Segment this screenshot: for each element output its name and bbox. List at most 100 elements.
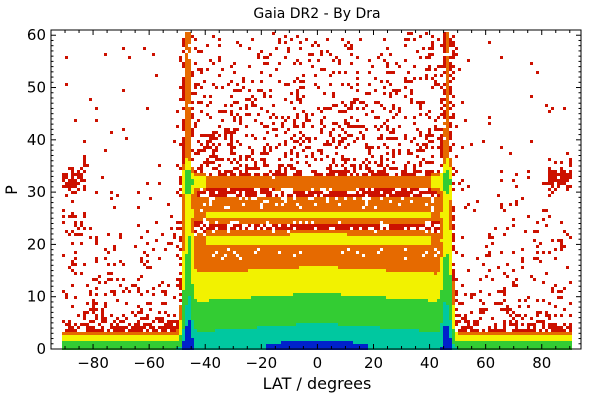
density-cell — [278, 164, 281, 167]
density-cell — [263, 287, 266, 290]
density-cell — [335, 146, 338, 149]
density-cell — [221, 296, 224, 299]
density-cell — [269, 239, 272, 242]
density-cell — [314, 341, 317, 344]
density-cell — [377, 233, 380, 236]
density-cell — [86, 164, 89, 167]
density-cell — [101, 326, 104, 329]
density-cell — [233, 275, 236, 278]
density-cell — [329, 239, 332, 242]
density-cell — [209, 176, 212, 179]
density-cell — [332, 182, 335, 185]
density-cell — [137, 305, 140, 308]
density-cell — [206, 260, 209, 263]
density-cell — [353, 182, 356, 185]
density-cell — [275, 332, 278, 335]
density-cell — [182, 308, 185, 311]
density-cell — [191, 179, 194, 182]
density-cell — [134, 326, 137, 329]
density-cell — [260, 242, 263, 245]
density-cell — [269, 203, 272, 206]
density-cell — [338, 212, 341, 215]
density-cell — [140, 326, 143, 329]
density-cell — [74, 191, 77, 194]
density-cell — [122, 332, 125, 335]
density-cell — [146, 314, 149, 317]
density-cell — [197, 182, 200, 185]
density-cell — [317, 344, 320, 347]
density-cell — [371, 272, 374, 275]
density-cell — [185, 137, 188, 140]
density-cell — [299, 311, 302, 314]
density-cell — [269, 242, 272, 245]
density-cell — [293, 140, 296, 143]
density-cell — [122, 344, 125, 347]
density-cell — [188, 200, 191, 203]
density-cell — [377, 182, 380, 185]
density-cell — [95, 257, 98, 260]
density-cell — [182, 107, 185, 110]
density-cell — [245, 269, 248, 272]
density-cell — [371, 251, 374, 254]
density-cell — [350, 224, 353, 227]
density-cell — [263, 164, 266, 167]
density-cell — [182, 98, 185, 101]
density-cell — [341, 140, 344, 143]
density-cell — [365, 263, 368, 266]
density-cell — [167, 284, 170, 287]
density-cell — [353, 341, 356, 344]
density-cell — [203, 305, 206, 308]
density-cell — [203, 341, 206, 344]
density-cell — [191, 305, 194, 308]
density-cell — [362, 290, 365, 293]
density-cell — [287, 266, 290, 269]
density-cell — [371, 185, 374, 188]
density-cell — [191, 227, 194, 230]
density-cell — [245, 176, 248, 179]
density-cell — [302, 125, 305, 128]
density-cell — [185, 53, 188, 56]
density-cell — [311, 212, 314, 215]
density-cell — [320, 110, 323, 113]
density-cell — [320, 269, 323, 272]
density-cell — [305, 242, 308, 245]
density-cell — [338, 251, 341, 254]
density-cell — [368, 287, 371, 290]
density-cell — [230, 212, 233, 215]
density-cell — [314, 287, 317, 290]
density-cell — [281, 200, 284, 203]
density-cell — [365, 92, 368, 95]
density-cell — [359, 101, 362, 104]
density-cell — [344, 296, 347, 299]
density-cell — [290, 296, 293, 299]
density-cell — [227, 83, 230, 86]
density-cell — [221, 275, 224, 278]
density-cell — [257, 206, 260, 209]
density-cell — [206, 272, 209, 275]
density-cell — [245, 278, 248, 281]
density-cell — [344, 317, 347, 320]
density-cell — [161, 290, 164, 293]
density-cell — [374, 248, 377, 251]
density-cell — [200, 200, 203, 203]
density-cell — [191, 176, 194, 179]
density-cell — [296, 212, 299, 215]
density-cell — [260, 107, 263, 110]
density-cell — [242, 338, 245, 341]
density-cell — [146, 290, 149, 293]
density-cell — [335, 272, 338, 275]
density-cell — [278, 260, 281, 263]
density-cell — [302, 245, 305, 248]
density-cell — [191, 158, 194, 161]
density-cell — [284, 287, 287, 290]
density-cell — [197, 200, 200, 203]
density-cell — [233, 230, 236, 233]
density-cell — [269, 230, 272, 233]
density-cell — [242, 275, 245, 278]
density-cell — [209, 275, 212, 278]
density-cell — [227, 272, 230, 275]
density-cell — [215, 179, 218, 182]
density-cell — [254, 164, 257, 167]
density-cell — [230, 251, 233, 254]
density-cell — [281, 278, 284, 281]
